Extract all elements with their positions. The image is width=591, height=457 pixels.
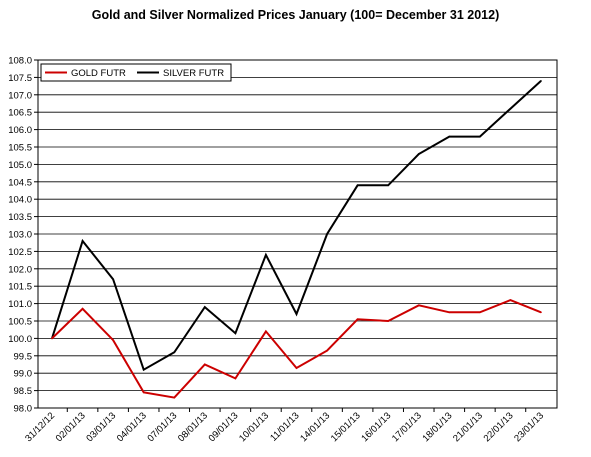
y-axis-ticks: 98.0 98.5 99.0 99.5 100.0 100.5 101.0 101.5 102.… <box>8 56 38 415</box>
data-point <box>479 135 481 138</box>
legend-box <box>40 63 232 82</box>
x-tick-label: 14/01/13 <box>298 410 332 444</box>
y-tick-label: 106.5 <box>8 108 32 119</box>
y-tick-label: 98.0 <box>14 404 33 415</box>
data-point <box>142 368 145 371</box>
data-point <box>51 337 53 340</box>
data-point <box>540 311 542 314</box>
y-tick-label: 99.5 <box>14 351 33 362</box>
data-point <box>81 308 84 310</box>
y-tick-label: 101.5 <box>8 282 32 293</box>
data-point <box>540 80 542 82</box>
y-tick-label: 102.0 <box>8 264 32 275</box>
data-point <box>448 311 451 314</box>
data-point <box>204 306 206 308</box>
y-tick-label: 105.5 <box>8 143 32 154</box>
y-tick-label: 107.0 <box>8 90 32 101</box>
data-point <box>234 377 237 380</box>
y-tick-label: 106.0 <box>8 125 32 136</box>
y-tick-label: 98.5 <box>14 386 33 397</box>
x-tick-label: 10/01/13 <box>237 410 271 444</box>
data-point <box>326 349 328 352</box>
x-tick-label: 17/01/13 <box>390 410 424 444</box>
data-point <box>173 396 176 399</box>
data-point <box>112 278 114 281</box>
y-tick-label: 99.0 <box>14 369 33 380</box>
data-point <box>387 184 389 187</box>
x-tick-label: 08/01/13 <box>176 410 210 444</box>
x-tick-label: 18/01/13 <box>421 410 455 444</box>
data-point <box>265 254 267 256</box>
x-tick-label: 23/01/13 <box>512 410 546 444</box>
x-tick-label: 07/01/13 <box>145 410 179 444</box>
data-point <box>112 339 114 341</box>
x-tick-label: 03/01/13 <box>84 410 118 444</box>
y-tick-label: 103.5 <box>8 212 32 223</box>
data-point <box>417 304 420 307</box>
data-point <box>448 135 451 138</box>
legend-label: SILVER FUTR <box>163 68 224 79</box>
x-tick-label: 21/01/13 <box>451 410 485 444</box>
y-tick-label: 105.0 <box>8 160 32 171</box>
legend-label: GOLD FUTR <box>71 68 126 79</box>
data-point <box>417 153 420 155</box>
x-tick-label: 04/01/13 <box>115 410 149 444</box>
data-point <box>142 391 145 394</box>
y-tick-label: 102.5 <box>8 247 32 258</box>
data-point <box>356 184 359 187</box>
x-tick-label: 15/01/13 <box>329 410 363 444</box>
data-point <box>326 233 328 235</box>
series-lines <box>51 80 542 399</box>
y-tick-label: 104.0 <box>8 195 32 206</box>
data-point <box>295 313 298 315</box>
data-point <box>295 367 298 369</box>
data-point <box>173 351 176 354</box>
series-line-silver-futr <box>51 80 542 372</box>
y-tick-label: 103.0 <box>8 230 32 241</box>
data-point <box>81 240 84 242</box>
legend: GOLD FUTR SILVER FUTR <box>40 63 232 82</box>
data-point <box>356 318 359 321</box>
data-point <box>509 107 512 110</box>
data-point <box>234 332 237 334</box>
data-point <box>387 320 389 322</box>
x-tick-label: 16/01/13 <box>359 410 393 444</box>
x-tick-label: 22/01/13 <box>482 410 516 444</box>
x-axis-ticks: 31/12/1202/01/1303/01/1304/01/1307/01/13… <box>23 408 546 444</box>
x-tick-label: 31/12/12 <box>23 410 57 444</box>
data-point <box>265 330 267 333</box>
data-point <box>509 299 512 301</box>
y-tick-label: 107.5 <box>8 73 32 84</box>
grid-lines <box>38 59 557 409</box>
y-tick-label: 104.5 <box>8 177 32 188</box>
data-point <box>204 363 206 366</box>
x-tick-label: 09/01/13 <box>207 410 241 444</box>
chart-title: Gold and Silver Normalized Prices Januar… <box>91 8 500 22</box>
y-tick-label: 108.0 <box>8 56 32 67</box>
y-tick-label: 100.5 <box>8 317 32 328</box>
y-tick-label: 101.0 <box>8 299 32 310</box>
x-tick-label: 11/01/13 <box>268 410 301 443</box>
x-tick-label: 02/01/13 <box>54 410 88 444</box>
data-point <box>479 311 481 314</box>
y-tick-label: 100.0 <box>8 334 32 345</box>
